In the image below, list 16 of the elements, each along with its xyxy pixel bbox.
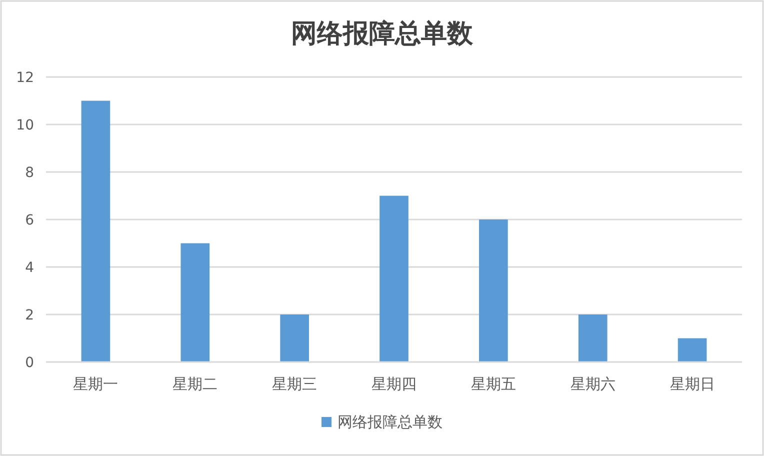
ytick-label: 12 xyxy=(16,70,34,86)
xtick-label: 星期二 xyxy=(172,375,218,393)
ytick-label: 10 xyxy=(16,118,34,134)
xtick-label: 星期日 xyxy=(670,375,715,393)
title: 网络报障总单数 xyxy=(291,19,473,49)
ytick-label: 8 xyxy=(25,165,34,181)
xtick-label: 星期六 xyxy=(570,375,616,393)
xtick-label: 星期一 xyxy=(73,375,118,393)
ytick-label: 2 xyxy=(25,308,34,324)
legend-label: 网络报障总单数 xyxy=(338,413,442,431)
xtick-label: 星期三 xyxy=(272,375,318,393)
xtick-label: 星期五 xyxy=(470,375,516,393)
ytick-label: 4 xyxy=(25,260,34,276)
ytick-label: 6 xyxy=(25,212,34,228)
xtick-label: 星期四 xyxy=(372,375,416,393)
ytick-label: 0 xyxy=(25,355,34,371)
